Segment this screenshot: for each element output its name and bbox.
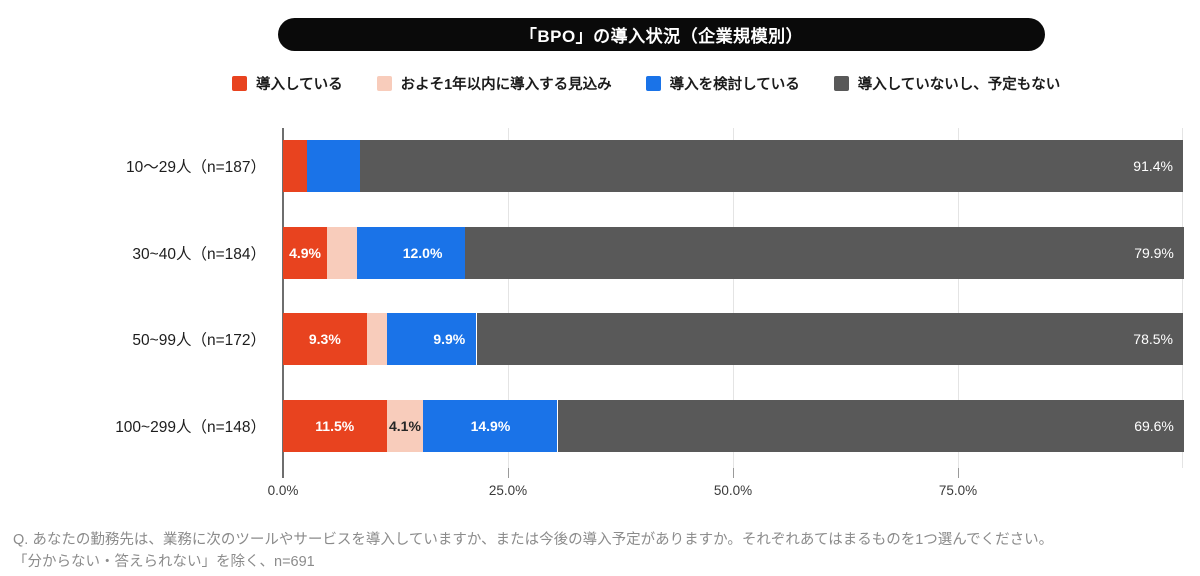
category-label: 30~40人（n=184） — [132, 246, 266, 263]
gridline-25 — [508, 128, 509, 468]
x-axis-tick-label: 75.0% — [938, 483, 978, 498]
gridline-50 — [733, 128, 734, 468]
bar-label: 9.9% — [433, 331, 466, 347]
bar-label: 4.9% — [289, 245, 321, 261]
legend-item-2: およそ1年以内に導入する見込み — [376, 73, 612, 94]
x-axis-tick-label: 25.0% — [488, 483, 528, 498]
bar-segment — [366, 313, 388, 365]
legend-swatch-icon — [833, 75, 849, 91]
footnote-sample: 「分からない・答えられない」を除く、n=691 — [13, 553, 315, 570]
bar-label: 9.3% — [308, 331, 341, 347]
bar-label: 91.4% — [1133, 158, 1173, 174]
x-axis-tick-label: 50.0% — [713, 483, 753, 498]
bar-segment — [386, 400, 424, 452]
bar-segment — [283, 140, 308, 192]
chart-row: 2.7%0.0%5.9%91.4% — [283, 140, 1183, 192]
x-axis-tick-label: 0.0% — [267, 483, 299, 498]
axis-tick — [508, 468, 509, 478]
bar-segment: 78.5% — [476, 313, 1183, 365]
legend-label: およそ1年以内に導入する見込み — [400, 76, 612, 93]
chart-row: 4.9%3.3%12.0%79.9% — [283, 227, 1184, 279]
legend: 導入している およそ1年以内に導入する見込み 導入を検討している 導入していないし、予… — [232, 71, 1060, 95]
gridline-100 — [1182, 128, 1183, 468]
footnote-question: Q. あなたの勤務先は、業務に次のツールやサービスを導入していますか、または今後… — [13, 532, 1054, 548]
gridline-0 — [282, 128, 284, 468]
footnote: Q. あなたの勤務先は、業務に次のツールやサービスを導入していますか、または今後… — [13, 530, 1053, 573]
legend-label: 導入を検討している — [669, 76, 800, 93]
bar-label: 11.5% — [315, 418, 355, 434]
chart-title: 「BPO」の導入状況（企業規模別） — [278, 18, 1045, 51]
legend-item-3: 導入を検討している — [645, 73, 800, 94]
bar-segment: 69.6% — [557, 400, 1184, 452]
bar-segment: 79.9% — [464, 227, 1184, 279]
axis-tick — [958, 468, 959, 478]
bar-label: 69.6% — [1134, 418, 1174, 434]
legend-swatch-icon — [645, 75, 661, 91]
axis-tick — [282, 468, 284, 478]
bar-segment — [283, 227, 328, 279]
bar-segment: 91.4% — [360, 140, 1183, 192]
bar-segment — [356, 227, 465, 279]
chart-row: 11.5% 4.1% 14.9% 69.6% — [283, 400, 1184, 452]
bar-segment — [283, 400, 387, 452]
legend-item-1: 導入している — [232, 73, 343, 94]
chart-row: 9.3%2.3%9.9%78.5% — [283, 313, 1183, 365]
legend-label: 導入している — [256, 76, 343, 93]
bar-label: 12.0% — [402, 245, 443, 261]
bar-label: 78.5% — [1133, 331, 1173, 347]
gridline-75 — [958, 128, 959, 468]
legend-swatch-icon — [376, 75, 392, 91]
category-label: 100~299人（n=148） — [115, 419, 266, 436]
bar-segment — [327, 227, 357, 279]
bar-segment — [283, 313, 367, 365]
legend-label: 導入していないし、予定もない — [857, 76, 1061, 93]
legend-item-4: 導入していないし、予定もない — [833, 73, 1061, 94]
plot-area: 0.0% 25.0% 50.0% 75.0% 2.7%0.0%5.9%91.4% 4.9%… — [268, 128, 1184, 498]
legend-swatch-icon — [232, 75, 247, 91]
bar-label: 4.1% — [388, 418, 421, 434]
axis-tick — [733, 468, 734, 478]
category-label: 10〜29人（n=187） — [125, 159, 266, 176]
category-label: 50~99人（n=172） — [132, 332, 266, 349]
bar-label: 14.9% — [470, 418, 511, 434]
bar-segment — [423, 400, 558, 452]
bar-segment — [387, 313, 477, 365]
bar-segment — [307, 140, 361, 192]
bar-label: 79.9% — [1134, 245, 1174, 261]
